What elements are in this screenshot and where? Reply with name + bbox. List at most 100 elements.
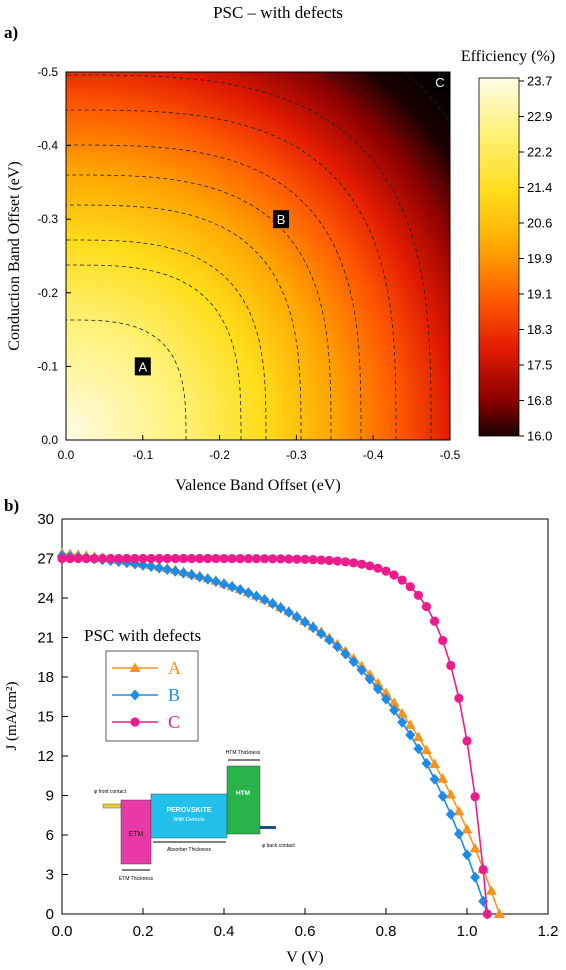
- jv-x-tick-label: 1.2: [538, 923, 559, 940]
- legend-entries: ABC: [112, 658, 181, 732]
- data-point-b: [178, 567, 189, 579]
- data-point-c: [482, 909, 492, 919]
- jv-y-axis-label: J (mA/cm²): [4, 681, 20, 750]
- data-point-a: [469, 843, 481, 853]
- htm-block: [226, 765, 261, 835]
- data-point-a: [485, 885, 497, 895]
- data-point-c: [65, 553, 75, 564]
- data-point-b: [356, 664, 367, 676]
- data-point-c: [421, 601, 432, 612]
- data-point-b: [243, 587, 254, 599]
- data-point-c: [308, 555, 318, 565]
- data-point-c: [316, 555, 326, 565]
- data-point-c: [454, 693, 464, 703]
- colorbar-tick-label: 22.9: [527, 109, 552, 124]
- jv-x-ticks: 0.0 0.2 0.4 0.6 0.8 1.0 1.2: [52, 908, 559, 940]
- data-point-b: [162, 564, 173, 576]
- etm-block: [120, 799, 152, 865]
- data-point-b: [381, 693, 391, 705]
- data-point-a: [388, 697, 400, 707]
- data-point-b: [251, 590, 262, 602]
- data-point-c: [187, 553, 197, 564]
- data-point-c: [438, 635, 448, 646]
- data-point-a: [412, 731, 424, 742]
- data-point-a: [396, 707, 408, 718]
- data-point-b: [413, 743, 424, 755]
- heatmap-y-ticks: 0.0 -0.1 -0.2 -0.3 -0.4 -0.5: [37, 65, 71, 447]
- data-point-b: [267, 598, 278, 610]
- heatmap-x-tick-label: -0.5: [440, 448, 461, 462]
- data-point-b: [219, 578, 229, 590]
- contour-line: [66, 239, 267, 440]
- data-point-b: [227, 581, 238, 593]
- panel-b-label: b): [4, 496, 19, 515]
- legend-marker-a: [129, 662, 141, 672]
- marker-box-a: [134, 357, 151, 376]
- heatmap-y-tick-label: -0.1: [37, 359, 58, 373]
- heatmap-frame: [65, 71, 451, 441]
- data-point-b: [372, 683, 383, 695]
- front-contact-bar: [102, 803, 122, 809]
- data-point-b: [453, 828, 464, 840]
- data-point-a: [380, 687, 392, 697]
- jv-x-tick-label: 0.0: [52, 923, 73, 940]
- jv-y-tick-label: 30: [37, 511, 54, 528]
- jv-x-tick-label: 0.6: [295, 923, 316, 940]
- heatmap-markers: A B C: [134, 73, 448, 376]
- colorbar-tick-label: 16.8: [527, 393, 552, 408]
- data-point-c: [324, 555, 334, 566]
- data-point-c: [243, 554, 253, 564]
- data-point-b: [194, 571, 205, 583]
- colorbar-tick-label: 16.0: [527, 429, 552, 444]
- data-point-b: [389, 704, 400, 716]
- jv-y-tick-label: 6: [46, 827, 54, 844]
- jv-y-ticks: 0 3 6 9 12 15 18 21 24 27 30: [37, 511, 68, 923]
- jv-x-tick-label: 0.2: [133, 923, 154, 940]
- colorbar-gradient: [478, 77, 520, 437]
- colorbar-tick-label: 17.5: [527, 358, 552, 373]
- data-point-b: [364, 673, 375, 685]
- heatmap-x-tick-label: -0.1: [132, 448, 153, 462]
- data-point-a: [493, 908, 505, 918]
- perovskite-label: PEROVSKITE: [166, 807, 211, 814]
- data-point-c: [130, 553, 140, 564]
- data-point-a: [404, 719, 416, 729]
- contour-line: [66, 144, 362, 440]
- data-point-b: [291, 611, 302, 623]
- data-point-c: [122, 553, 132, 564]
- data-point-c: [219, 553, 229, 564]
- legend-label-c: C: [168, 712, 180, 732]
- marker-box-c: [432, 73, 448, 91]
- data-point-c: [292, 554, 302, 564]
- data-point-a: [429, 758, 441, 769]
- data-point-c: [365, 561, 375, 571]
- jv-y-tick-label: 3: [46, 867, 54, 884]
- data-point-c: [178, 553, 189, 564]
- data-point-c: [332, 556, 342, 566]
- colorbar-tick-label: 18.3: [527, 322, 552, 337]
- jv-y-tick-label: 27: [37, 551, 54, 568]
- jv-x-tick-label: 0.8: [376, 923, 397, 940]
- data-point-a: [437, 773, 449, 783]
- jv-y-tick-label: 21: [37, 630, 54, 647]
- data-point-c: [138, 553, 148, 564]
- heatmap-y-tick-label: 0.0: [41, 433, 58, 447]
- front-contact-label: φ front contact: [94, 789, 127, 795]
- data-point-b: [186, 569, 197, 581]
- data-point-c: [268, 554, 278, 564]
- colorbar-tick-label: 21.4: [527, 180, 552, 195]
- panel-a-label: a): [4, 23, 18, 42]
- data-point-c: [114, 553, 124, 564]
- data-point-b: [300, 616, 310, 628]
- heatmap-x-tick-label: -0.4: [363, 448, 384, 462]
- contour-line: [404, 72, 450, 124]
- data-point-b: [340, 648, 351, 660]
- back-contact-label: φ back contact: [262, 843, 295, 849]
- contour-line: [66, 204, 302, 440]
- heatmap-x-tick-label: -0.2: [209, 448, 230, 462]
- data-point-c: [340, 557, 351, 567]
- heatmap-x-tick-label: -0.3: [286, 448, 307, 462]
- data-point-b: [154, 562, 165, 574]
- marker-label-b: B: [277, 212, 286, 227]
- perovskite-block: [150, 793, 228, 839]
